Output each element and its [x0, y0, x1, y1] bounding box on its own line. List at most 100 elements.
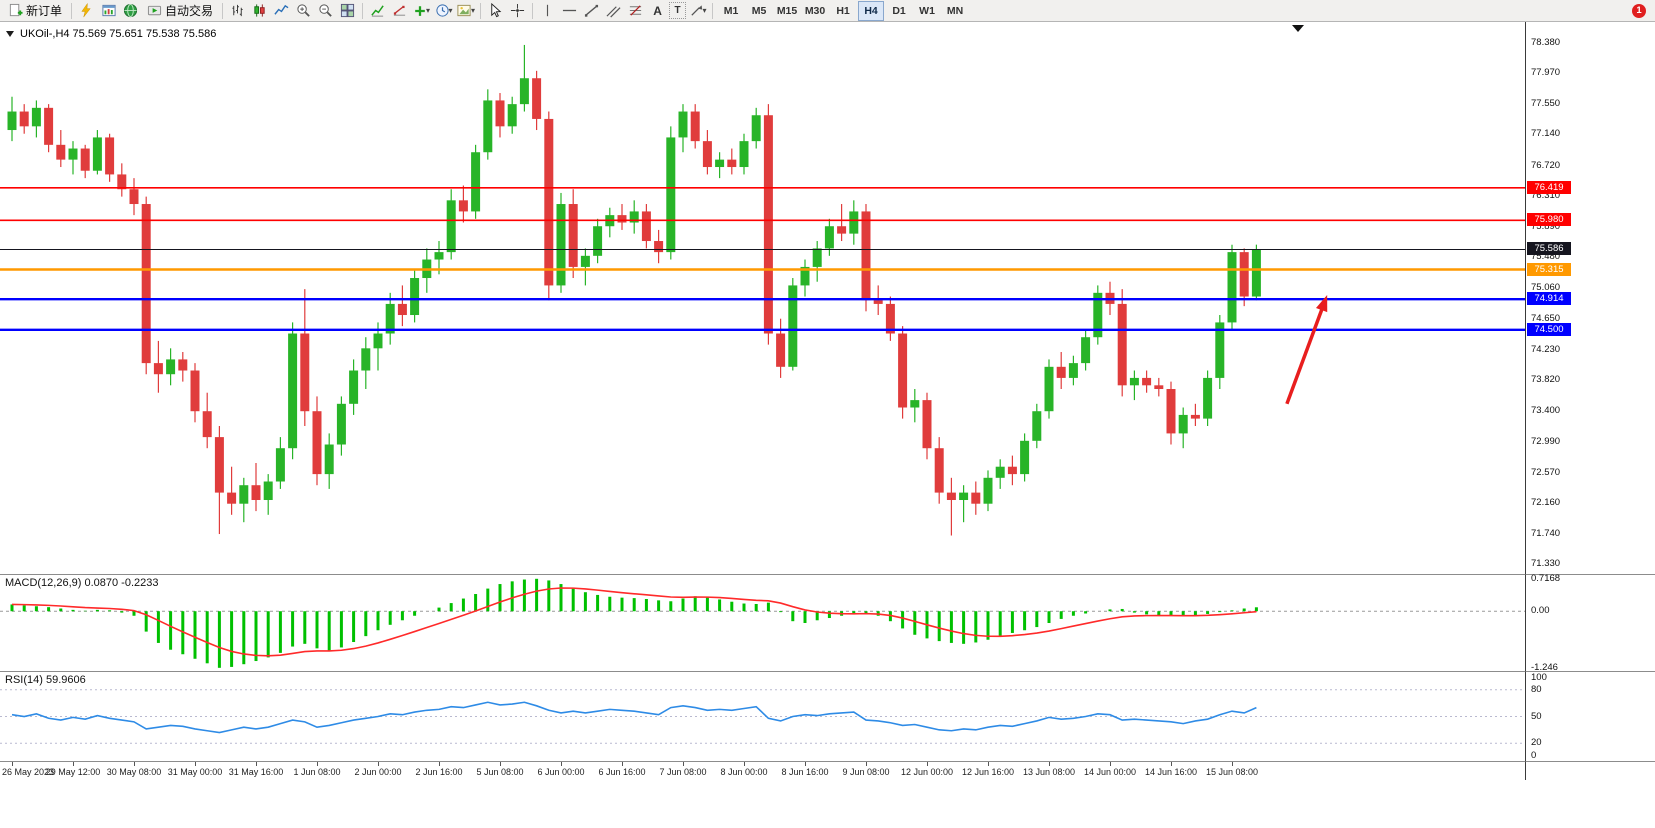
price-level-tag: 75.980: [1527, 213, 1571, 227]
price-tick: 77.140: [1531, 128, 1561, 140]
rsi-tick: 80: [1531, 683, 1542, 695]
timeframe-M5[interactable]: M5: [751, 4, 767, 17]
new-order-icon: [9, 3, 23, 17]
price-tick: 75.890: [1531, 220, 1561, 232]
timeframe-H1[interactable]: H1: [836, 4, 850, 17]
new-order-button[interactable]: 新订单: [3, 1, 67, 21]
rsi-canvas[interactable]: [0, 672, 1525, 761]
date-label: 15 Jun 08:00: [1205, 767, 1259, 777]
time-tick: [500, 762, 501, 766]
date-label: 9 Jun 08:00: [842, 767, 890, 777]
date-label: 31 May 00:00: [167, 767, 223, 777]
date-label: 26 May 2023: [2, 767, 55, 777]
fibonacci-icon[interactable]: [625, 1, 646, 21]
time-tick: [73, 762, 74, 766]
time-axis[interactable]: 26 May 2023 29 May 12:00 30 May 08:00 31 Ma…: [0, 762, 1525, 780]
lightning-icon[interactable]: [76, 1, 97, 21]
macd-signal-line: [11, 587, 1257, 657]
timeframe-group: M1 M5 M15 M30 H1 H4 D1 W1 MN: [717, 0, 969, 21]
chevron-down-icon: ▾: [448, 6, 453, 15]
template-icon[interactable]: ▾: [455, 1, 476, 21]
bar-chart-icon[interactable]: [227, 1, 248, 21]
chevron-down-icon: ▾: [702, 6, 707, 15]
vertical-line-icon[interactable]: [537, 1, 558, 21]
price-tick: 74.230: [1531, 343, 1561, 355]
timeframe-W1[interactable]: W1: [919, 4, 935, 17]
label-icon[interactable]: T: [669, 2, 687, 19]
price-chart-canvas[interactable]: [0, 22, 1525, 574]
rsi-axis[interactable]: 100 80 50 20 0: [1525, 672, 1655, 762]
zoom-out-icon[interactable]: [315, 1, 336, 21]
price-tick: 72.570: [1531, 466, 1561, 478]
chart-shift-marker: [1292, 25, 1304, 32]
globe-icon[interactable]: [120, 1, 141, 21]
auto-trading-icon: [147, 5, 162, 16]
clock-icon[interactable]: ▾: [433, 1, 454, 21]
price-level-tag: 75.586: [1527, 242, 1571, 256]
line-chart-icon[interactable]: [271, 1, 292, 21]
time-tick: [1049, 762, 1050, 766]
notification-badge[interactable]: 1: [1632, 3, 1646, 18]
time-tick: [927, 762, 928, 766]
annotation-arrow-head: [1315, 295, 1328, 313]
time-tick: [439, 762, 440, 766]
timeframe-MN[interactable]: MN: [946, 4, 964, 17]
indicators-icon[interactable]: [367, 1, 388, 21]
timeframe-D1[interactable]: D1: [892, 4, 906, 17]
rsi-tick: 100: [1531, 672, 1547, 683]
price-tick: 74.650: [1531, 312, 1561, 324]
rsi-panel[interactable]: RSI(14) 59.9606: [0, 672, 1525, 762]
price-tick: 77.970: [1531, 67, 1561, 79]
price-axis[interactable]: 78.380 77.970 77.550 77.140 76.720 76.310 75.8…: [1525, 22, 1655, 575]
zoom-in-icon[interactable]: [293, 1, 314, 21]
auto-trading-button[interactable]: 自动交易: [142, 1, 218, 21]
chart-window-icon[interactable]: [98, 1, 119, 21]
price-tick: 72.990: [1531, 435, 1561, 447]
arrow-shape-icon[interactable]: ▾: [687, 1, 708, 21]
horizontal-line-icon[interactable]: [559, 1, 580, 21]
time-tick: [866, 762, 867, 766]
macd-panel[interactable]: MACD(12,26,9) 0.0870 -0.2233: [0, 575, 1525, 672]
rsi-tick: 50: [1531, 710, 1542, 722]
time-tick: [134, 762, 135, 766]
chevron-down-icon: ▾: [426, 6, 431, 15]
time-tick: [1171, 762, 1172, 766]
chevron-down-icon: ▾: [471, 6, 476, 15]
rsi-line: [11, 701, 1257, 734]
macd-axis[interactable]: 0.7168 0.00 -1.246: [1525, 573, 1655, 673]
one-click-trading-toggle[interactable]: [6, 31, 14, 37]
rsi-tick: 0: [1531, 750, 1537, 761]
tile-windows-icon[interactable]: [337, 1, 358, 21]
price-level-tag: 76.419: [1527, 180, 1571, 194]
time-tick: [683, 762, 684, 766]
macd-tick: -1.246: [1531, 661, 1558, 673]
cursor-icon[interactable]: [485, 1, 506, 21]
date-label: 12 Jun 00:00: [900, 767, 954, 777]
time-tick: [256, 762, 257, 766]
channel-icon[interactable]: [603, 1, 624, 21]
time-tick: [12, 762, 13, 766]
time-tick: [317, 762, 318, 766]
date-label: 5 Jun 08:00: [476, 767, 524, 777]
add-indicator-icon[interactable]: ▾: [411, 1, 432, 21]
objects-icon[interactable]: [389, 1, 410, 21]
price-tick: 76.720: [1531, 159, 1561, 171]
price-tick: 77.550: [1531, 98, 1561, 110]
macd-tick: 0.00: [1531, 605, 1550, 617]
timeframe-M1[interactable]: M1: [723, 4, 739, 17]
candlestick-chart-icon[interactable]: [249, 1, 270, 21]
timeframe-M30[interactable]: M30: [804, 4, 826, 17]
toolbar-separator: [71, 2, 73, 19]
price-tick: 73.820: [1531, 374, 1561, 386]
crosshair-icon[interactable]: [507, 1, 528, 21]
timeframe-H4[interactable]: H4: [858, 0, 885, 21]
trendline-icon[interactable]: [581, 1, 602, 21]
text-icon[interactable]: A: [653, 3, 662, 18]
macd-canvas[interactable]: [0, 575, 1525, 671]
main-toolbar: 新订单 自动交易 ▾ ▾ ▾: [0, 0, 1655, 22]
price-chart-panel[interactable]: UKOil-,H4 75.569 75.651 75.538 75.586: [0, 22, 1525, 575]
date-label: 2 Jun 00:00: [354, 767, 402, 777]
date-label: 2 Jun 16:00: [415, 767, 463, 777]
timeframe-M15[interactable]: M15: [776, 4, 798, 17]
price-level-tag: 74.500: [1527, 322, 1571, 336]
